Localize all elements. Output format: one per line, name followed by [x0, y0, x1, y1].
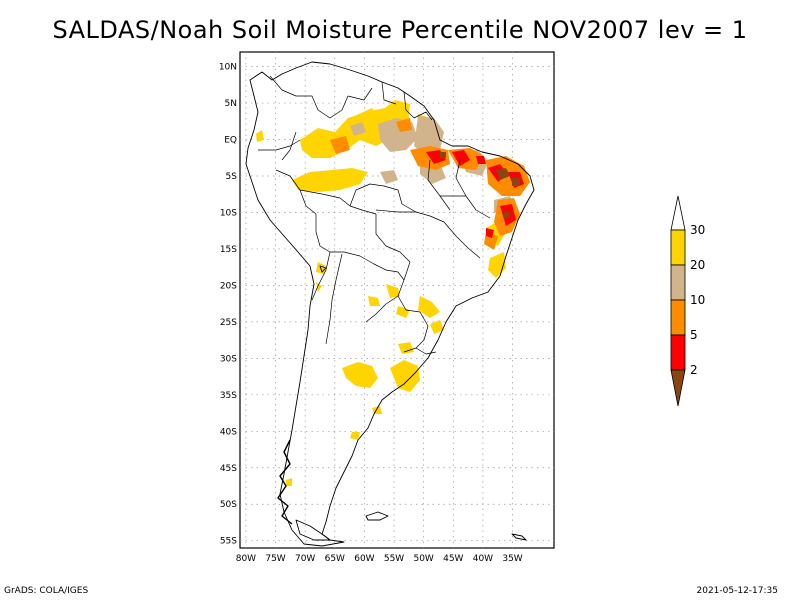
lat-tick-label: EQ [224, 136, 237, 146]
colorbar-label-5: 5 [690, 328, 698, 342]
lon-tick-label: 75W [265, 554, 285, 564]
colorbar-label-30: 30 [690, 223, 705, 237]
lon-tick-label: 65W [325, 554, 345, 564]
lon-tick-label: 35W [502, 554, 522, 564]
lat-tick-label: 15S [220, 245, 237, 255]
colorbar-above-30 [670, 195, 686, 231]
lon-tick-label: 80W [236, 554, 256, 564]
lon-tick-label: 55W [384, 554, 404, 564]
lon-tick-label: 60W [354, 554, 374, 564]
lat-tick-label: 10S [220, 208, 237, 218]
colorbar-5-10 [670, 299, 686, 336]
lon-tick-label: 50W [413, 554, 433, 564]
footer-timestamp: 2021-05-12-17:35 [696, 586, 779, 596]
longitude-labels: 80W 75W 70W 65W 60W 55W 50W 45W 40W 35W [236, 554, 523, 564]
map-panel: 80W 75W 70W 65W 60W 55W 50W 45W 40W 35W 10N 5N EQ 5S… [219, 51, 555, 564]
map-title: SALDAS/Noah Soil Moisture Percentile NOV… [52, 16, 748, 44]
colorbar: 30 20 10 5 2 [670, 195, 705, 407]
colorbar-2-5 [670, 334, 686, 371]
lat-tick-label: 45S [220, 464, 237, 474]
lat-tick-label: 5N [225, 99, 237, 109]
falkland-islands [365, 511, 389, 521]
colorbar-label-10: 10 [690, 293, 705, 307]
footer-credit: GrADS: COLA/IGES [4, 586, 89, 596]
lat-tick-label: 5S [226, 172, 238, 182]
lat-tick-label: 25S [220, 318, 237, 328]
lat-tick-label: 30S [220, 354, 237, 364]
lat-tick-label: 50S [220, 500, 237, 510]
latitude-labels: 10N 5N EQ 5S 10S 15S 20S 25S 30S 35S 40S 45S 50S 55S [219, 63, 237, 547]
shading-below-2 [440, 152, 520, 218]
percentile-shading [256, 100, 530, 486]
colorbar-label-2: 2 [690, 363, 698, 377]
lon-tick-label: 45W [443, 554, 463, 564]
colorbar-20-30 [670, 229, 686, 266]
lat-tick-label: 20S [220, 281, 237, 291]
lon-tick-label: 40W [473, 554, 493, 564]
chile-fjords [277, 439, 293, 525]
colorbar-label-20: 20 [690, 258, 705, 272]
coastlines-and-borders [245, 61, 535, 547]
lat-tick-label: 40S [220, 427, 237, 437]
country-borders [258, 75, 491, 355]
lat-tick-label: 35S [220, 391, 237, 401]
lat-tick-label: 10N [219, 63, 237, 73]
lat-tick-label: 55S [220, 537, 237, 547]
south-america-coastline [245, 61, 535, 547]
tierra-del-fuego [295, 519, 331, 541]
lake-titicaca [319, 265, 327, 273]
lon-tick-label: 70W [295, 554, 315, 564]
fernando-de-noronha [511, 533, 527, 541]
colorbar-10-20 [670, 264, 686, 301]
colorbar-below-2 [670, 369, 686, 407]
